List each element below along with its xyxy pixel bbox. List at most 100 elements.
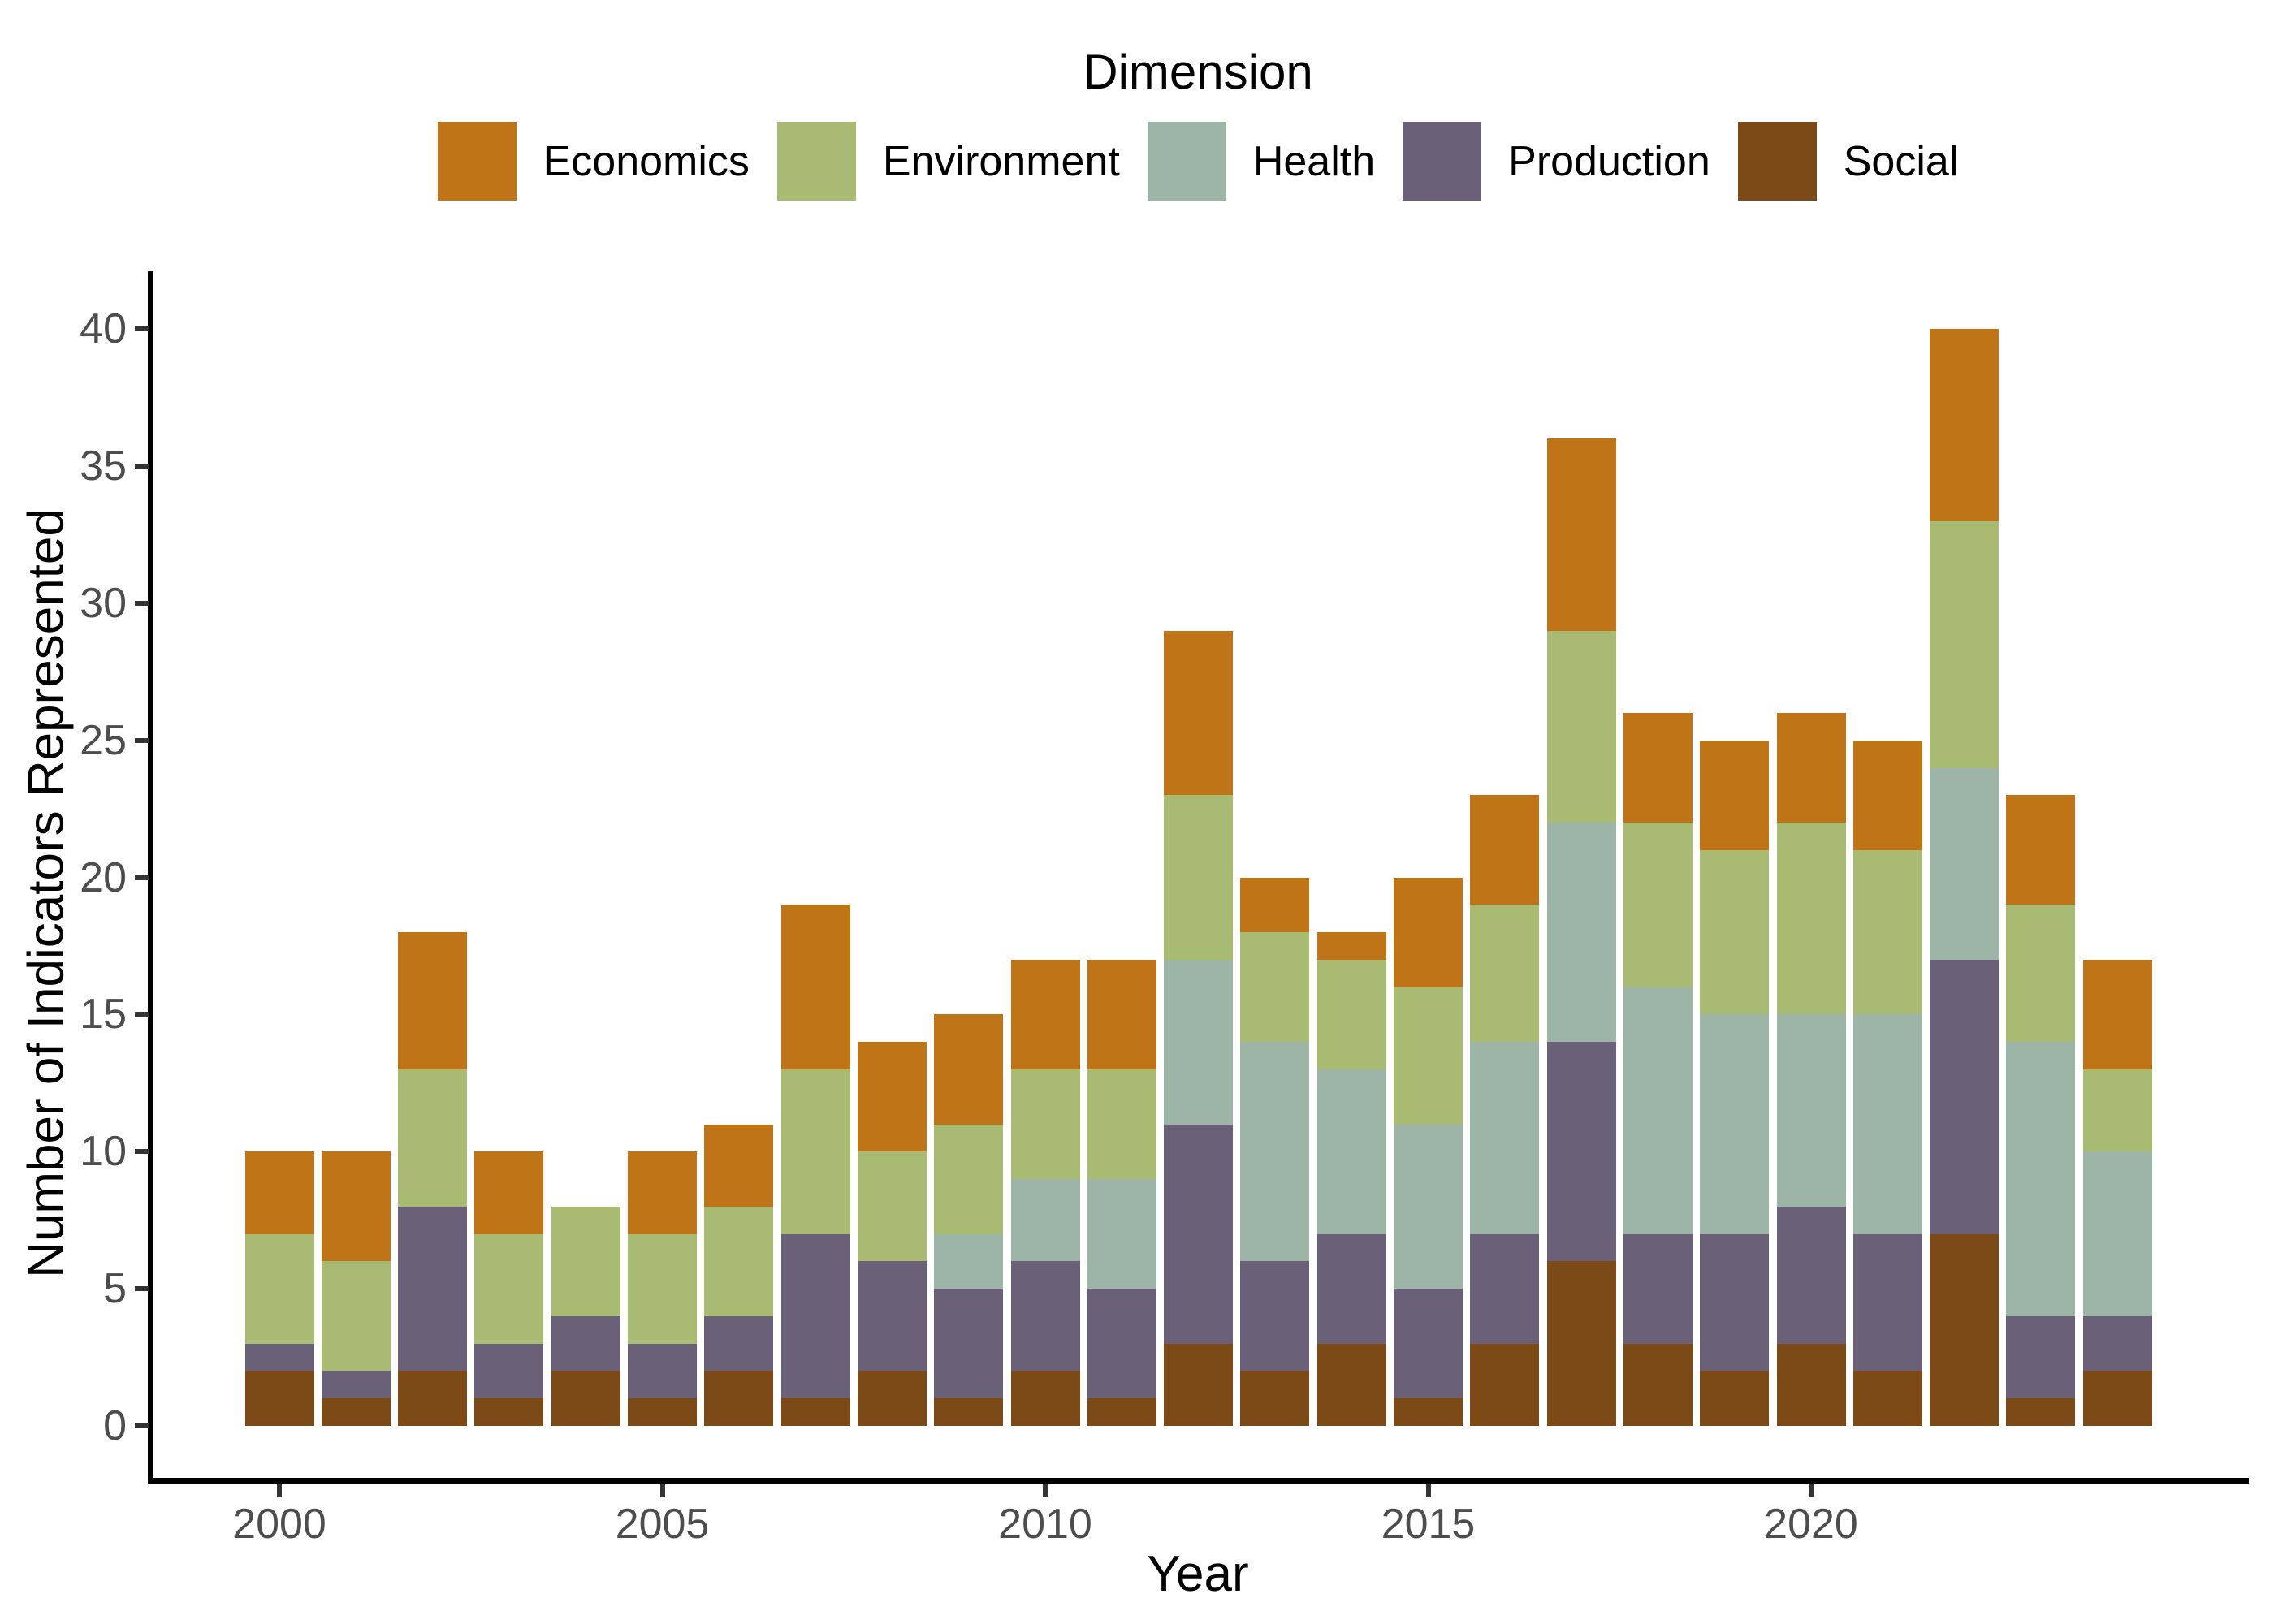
- bar-segment-economics: [321, 1151, 391, 1262]
- bar-year-2012: [1164, 0, 1234, 1426]
- bar-segment-environment: [934, 1124, 1004, 1234]
- bar-segment-health: [1930, 767, 1999, 960]
- bar-segment-environment: [1700, 849, 1770, 1015]
- legend-item-health: Health: [1147, 122, 1375, 201]
- bar-segment-social: [551, 1371, 620, 1426]
- bar-segment-environment: [321, 1261, 391, 1371]
- bar-segment-economics: [2082, 959, 2152, 1069]
- bar-segment-social: [1164, 1343, 1234, 1426]
- bar-year-2021: [1852, 0, 1922, 1426]
- x-tick-label: 2020: [1764, 1501, 1858, 1548]
- bar-year-2011: [1087, 0, 1156, 1426]
- legend-label: Environment: [882, 137, 1120, 185]
- bar-segment-environment: [244, 1233, 314, 1344]
- bar-segment-environment: [1164, 795, 1234, 960]
- x-axis-line: [148, 1478, 2249, 1484]
- bar-year-2009: [934, 0, 1004, 1426]
- bar-segment-health: [934, 1233, 1004, 1289]
- legend-swatch-economics: [437, 122, 517, 201]
- bar-segment-production: [857, 1261, 927, 1371]
- bar-segment-environment: [2082, 1069, 2152, 1152]
- bar-segment-social: [1546, 1261, 1616, 1426]
- bar-year-2016: [1470, 0, 1540, 1426]
- x-tick: [1425, 1484, 1431, 1497]
- bar-segment-health: [1087, 1179, 1156, 1289]
- bar-segment-economics: [628, 1151, 697, 1234]
- bar-year-2006: [704, 0, 774, 1426]
- bar-segment-production: [1470, 1233, 1540, 1344]
- bar-year-2003: [474, 0, 544, 1426]
- bar-segment-production: [474, 1343, 544, 1399]
- bar-segment-environment: [1394, 987, 1463, 1125]
- bar-segment-economics: [474, 1151, 544, 1234]
- bar-segment-health: [1470, 1042, 1540, 1234]
- bar-segment-social: [244, 1371, 314, 1426]
- legend-label: Economics: [543, 137, 750, 185]
- bar-segment-health: [2082, 1151, 2152, 1316]
- y-tick: [135, 1012, 149, 1017]
- bar-year-2001: [321, 0, 391, 1426]
- x-axis-title: Year: [1147, 1546, 1249, 1602]
- bar-segment-economics: [1700, 740, 1770, 850]
- bar-segment-social: [1394, 1398, 1463, 1426]
- y-tick: [135, 600, 149, 606]
- bar-segment-production: [1316, 1233, 1386, 1344]
- bar-segment-production: [1852, 1233, 1922, 1371]
- y-axis-line: [148, 271, 153, 1484]
- bar-year-2024: [2082, 0, 2152, 1426]
- bar-year-2000: [244, 0, 314, 1426]
- bar-segment-production: [1164, 1124, 1234, 1344]
- bar-segment-social: [1010, 1371, 1080, 1426]
- y-tick-label: 0: [103, 1402, 127, 1449]
- bar-segment-health: [1010, 1179, 1080, 1262]
- legend-swatch-social: [1737, 122, 1817, 201]
- bar-segment-economics: [2006, 795, 2076, 905]
- y-tick: [135, 326, 149, 332]
- x-tick-label: 2005: [615, 1501, 710, 1548]
- bar-segment-social: [1930, 1233, 1999, 1426]
- bar-segment-economics: [398, 932, 468, 1069]
- bar-segment-production: [551, 1315, 620, 1371]
- bar-segment-production: [398, 1206, 468, 1371]
- bar-segment-production: [1010, 1261, 1080, 1371]
- bar-segment-economics: [1164, 630, 1234, 796]
- bar-segment-environment: [780, 1069, 850, 1234]
- y-tick-label: 30: [80, 579, 127, 627]
- legend-swatch-environment: [776, 122, 856, 201]
- bar-segment-environment: [1240, 932, 1310, 1043]
- bar-segment-social: [1316, 1343, 1386, 1426]
- bar-segment-production: [1623, 1233, 1693, 1344]
- bar-segment-health: [1623, 987, 1693, 1234]
- bar-segment-social: [1623, 1343, 1693, 1426]
- bar-year-2005: [628, 0, 697, 1426]
- y-tick-label: 10: [80, 1128, 127, 1176]
- bar-segment-environment: [551, 1206, 620, 1316]
- bar-segment-economics: [244, 1151, 314, 1234]
- legend-item-environment: Environment: [776, 122, 1120, 201]
- bar-segment-social: [398, 1371, 468, 1426]
- bar-segment-health: [1240, 1042, 1310, 1262]
- bar-segment-economics: [934, 1014, 1004, 1125]
- bar-segment-production: [1394, 1289, 1463, 1399]
- legend: Economics Environment Health Production Soci…: [152, 122, 2244, 201]
- bar-segment-environment: [2006, 905, 2076, 1043]
- bar-year-2018: [1623, 0, 1693, 1426]
- x-tick: [1043, 1484, 1048, 1497]
- bar-segment-environment: [1546, 630, 1616, 823]
- bar-segment-production: [244, 1343, 314, 1371]
- legend-item-economics: Economics: [437, 122, 750, 201]
- x-tick: [277, 1484, 282, 1497]
- bar-segment-health: [1700, 1014, 1770, 1234]
- x-tick: [659, 1484, 665, 1497]
- bar-segment-social: [2006, 1398, 2076, 1426]
- y-tick: [135, 1149, 149, 1155]
- bar-segment-production: [1087, 1289, 1156, 1399]
- bar-segment-health: [1164, 959, 1234, 1125]
- bar-segment-production: [2082, 1315, 2152, 1371]
- bar-segment-economics: [1240, 877, 1310, 933]
- bar-segment-social: [628, 1398, 697, 1426]
- y-tick-label: 20: [80, 853, 127, 901]
- legend-label: Production: [1508, 137, 1710, 185]
- bar-segment-economics: [857, 1042, 927, 1152]
